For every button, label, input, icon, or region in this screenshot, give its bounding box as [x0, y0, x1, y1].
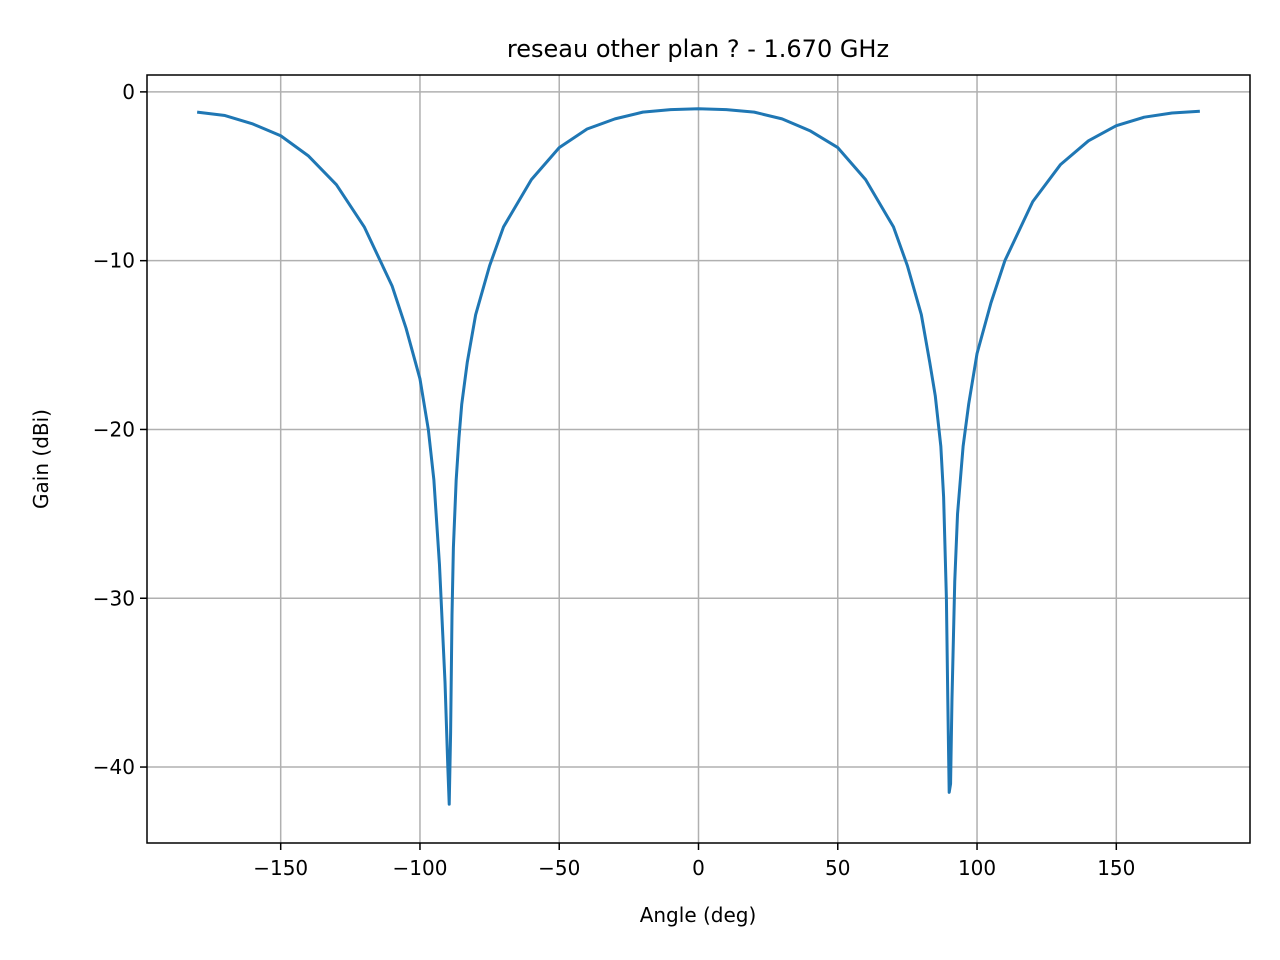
series-layer [196, 107, 1200, 806]
x-tick-label: 150 [1097, 856, 1135, 880]
x-tick-label: 0 [692, 856, 705, 880]
chart-title: reseau other plan ? - 1.670 GHz [507, 35, 889, 63]
y-tick-label: 0 [122, 80, 135, 104]
y-tick-label: −30 [93, 586, 135, 610]
y-tick-label: −10 [93, 249, 135, 273]
x-axis-label: Angle (deg) [640, 903, 757, 927]
x-ticks: −150 −100 −50 0 50 100 150 [253, 843, 1135, 880]
y-axis-label: Gain (dBi) [29, 409, 53, 509]
y-tick-label: −20 [93, 417, 135, 441]
gain-line [196, 107, 1200, 806]
x-tick-label: 50 [825, 856, 850, 880]
y-ticks: 0 −10 −20 −30 −40 [93, 80, 147, 779]
x-tick-label: 100 [958, 856, 996, 880]
y-tick-label: −40 [93, 755, 135, 779]
x-tick-label: −150 [253, 856, 308, 880]
x-tick-label: −50 [538, 856, 580, 880]
grid [147, 75, 1250, 843]
x-tick-label: −100 [392, 856, 447, 880]
